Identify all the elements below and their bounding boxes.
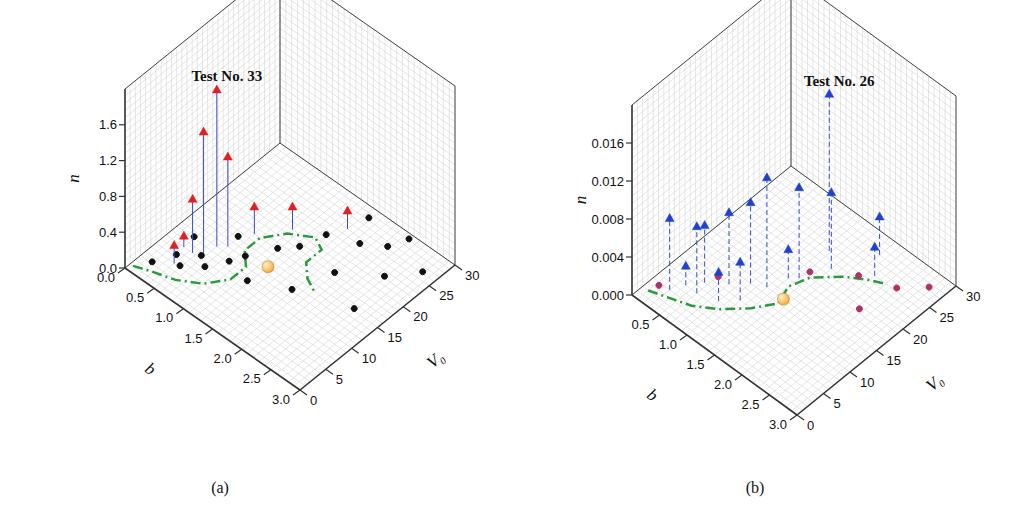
svg-text:1.0: 1.0 (659, 337, 677, 352)
svg-text:5: 5 (336, 372, 343, 387)
svg-text:1.5: 1.5 (686, 357, 704, 372)
svg-text:1.5: 1.5 (184, 331, 202, 346)
svg-text:(a): (a) (211, 479, 229, 497)
svg-text:1.6: 1.6 (99, 117, 117, 132)
svg-text:b: b (142, 359, 160, 379)
svg-text:2.5: 2.5 (741, 397, 759, 412)
svg-text:Test No. 33: Test No. 33 (191, 68, 262, 84)
svg-text:0.012: 0.012 (591, 174, 624, 189)
svg-text:0.8: 0.8 (99, 189, 117, 204)
svg-text:25: 25 (439, 288, 453, 303)
svg-text:15: 15 (887, 353, 901, 368)
svg-text:30: 30 (465, 268, 479, 283)
svg-text:0.5: 0.5 (126, 290, 144, 305)
svg-text:0.5: 0.5 (631, 317, 649, 332)
svg-text:V₀: V₀ (423, 347, 448, 372)
svg-text:15: 15 (388, 330, 402, 345)
svg-text:0.008: 0.008 (591, 212, 624, 227)
svg-text:0: 0 (310, 393, 317, 408)
svg-text:V₀: V₀ (922, 370, 947, 395)
svg-text:2.5: 2.5 (243, 371, 261, 386)
svg-text:20: 20 (413, 309, 427, 324)
svg-text:(b): (b) (746, 479, 765, 497)
svg-text:10: 10 (860, 375, 874, 390)
svg-text:0.000: 0.000 (591, 288, 624, 303)
svg-text:25: 25 (940, 310, 954, 325)
svg-text:30: 30 (966, 289, 980, 304)
svg-text:n: n (64, 174, 83, 183)
svg-text:10: 10 (362, 351, 376, 366)
svg-text:b: b (643, 385, 661, 405)
svg-text:0.0: 0.0 (99, 261, 117, 276)
svg-text:3.0: 3.0 (769, 417, 787, 432)
svg-text:0.0: 0.0 (96, 269, 115, 285)
svg-text:0: 0 (807, 418, 814, 433)
svg-text:0.4: 0.4 (99, 225, 117, 240)
svg-text:1.0: 1.0 (155, 310, 173, 325)
svg-text:n: n (571, 196, 590, 205)
svg-text:1.2: 1.2 (99, 153, 117, 168)
svg-text:2.0: 2.0 (714, 377, 732, 392)
svg-text:Test No. 26: Test No. 26 (804, 73, 875, 89)
svg-text:0.004: 0.004 (591, 250, 624, 265)
svg-text:3.0: 3.0 (272, 392, 290, 407)
svg-text:2.0: 2.0 (214, 351, 232, 366)
svg-text:0.016: 0.016 (591, 136, 624, 151)
svg-text:20: 20 (913, 332, 927, 347)
svg-text:5: 5 (834, 396, 841, 411)
